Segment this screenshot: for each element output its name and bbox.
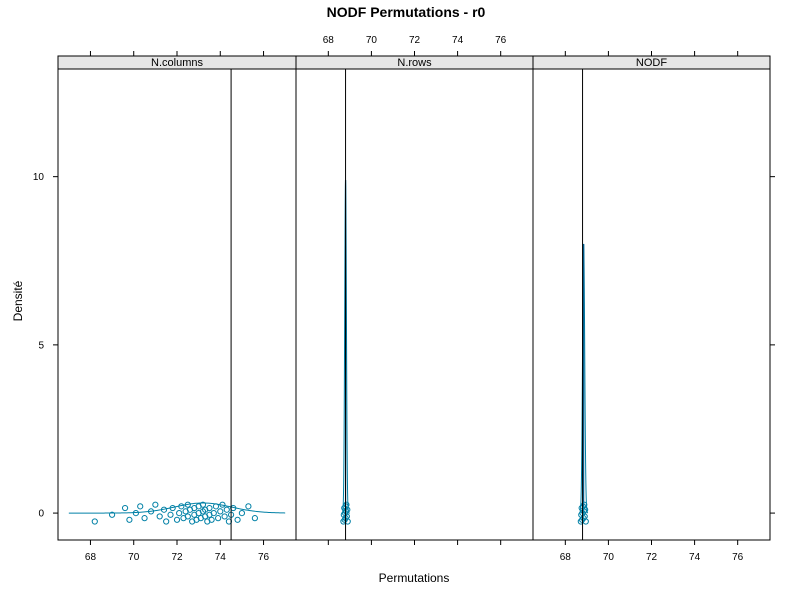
data-point <box>163 518 170 525</box>
data-point <box>91 518 98 525</box>
data-point <box>178 503 185 510</box>
x-tick-label: 76 <box>732 552 744 563</box>
x-tick-label: 72 <box>171 552 183 563</box>
axis-ticks: 68 70 72 74 76 68 70 72 74 76 68 70 72 74 76 0 5 10 <box>33 35 775 563</box>
x-tick-label: 74 <box>215 552 227 563</box>
y-tick-label: 10 <box>33 172 45 183</box>
panel-frame <box>57 68 297 541</box>
x-tick-label: 70 <box>603 552 615 563</box>
y-axis-label: Densité <box>11 280 25 321</box>
x-tick-label: 72 <box>646 552 658 563</box>
y-tick-label: 0 <box>38 509 44 520</box>
x-tick-label: 76 <box>258 552 270 563</box>
data-point <box>219 501 226 508</box>
data-point <box>217 508 224 515</box>
data-point <box>152 501 159 508</box>
data-point <box>141 515 148 522</box>
panels-group: 68 70 72 74 76 68 70 72 74 76 68 70 72 74 76 0 5 10 N.colu… <box>33 35 775 563</box>
data-point <box>147 508 155 515</box>
data-point <box>156 513 163 520</box>
data-point <box>160 506 168 513</box>
x-tick-label: 70 <box>128 552 140 563</box>
x-tick-label: 74 <box>452 35 464 46</box>
data-point <box>132 509 139 517</box>
data-point <box>221 513 228 520</box>
data-point <box>169 504 176 512</box>
x-tick-label: 68 <box>85 552 97 563</box>
data-point <box>238 509 246 517</box>
panel-strip-label: N.rows <box>397 57 432 69</box>
data-point <box>184 513 191 520</box>
data-point <box>108 511 116 518</box>
data-point <box>167 511 174 518</box>
data-point <box>210 509 217 517</box>
x-axis-label: Permutations <box>379 571 450 585</box>
chart-title: NODF Permutations - r0 <box>327 4 486 20</box>
x-tick-label: 70 <box>366 35 378 46</box>
data-point <box>208 516 215 523</box>
density-curve <box>68 502 286 514</box>
panel-strip-label: N.columns <box>151 57 203 69</box>
data-point <box>126 516 133 523</box>
data-point <box>176 509 183 517</box>
panel-n-rows: N.rows <box>295 55 534 541</box>
panel-frame <box>295 68 534 541</box>
data-point <box>212 503 220 510</box>
data-point <box>121 504 129 512</box>
y-tick-label: 5 <box>38 340 44 351</box>
data-point <box>199 501 207 508</box>
data-point <box>251 515 258 522</box>
data-point <box>173 516 181 523</box>
panel-nodf: NODF <box>532 55 771 541</box>
x-tick-label: 68 <box>560 552 572 563</box>
x-tick-label: 76 <box>495 35 507 46</box>
panel-strip-label: NODF <box>636 57 667 69</box>
data-point <box>137 503 144 510</box>
panel-n-columns: N.columns <box>57 55 297 541</box>
data-point <box>184 501 191 508</box>
panel-frame <box>532 68 771 541</box>
data-point <box>206 504 213 512</box>
x-tick-label: 74 <box>689 552 701 563</box>
x-tick-label: 72 <box>409 35 421 46</box>
data-point <box>223 506 230 513</box>
data-point <box>215 515 222 522</box>
data-point <box>344 506 351 513</box>
x-tick-label: 68 <box>323 35 335 46</box>
data-point <box>582 518 589 525</box>
data-point <box>245 503 252 510</box>
data-point <box>234 516 241 523</box>
